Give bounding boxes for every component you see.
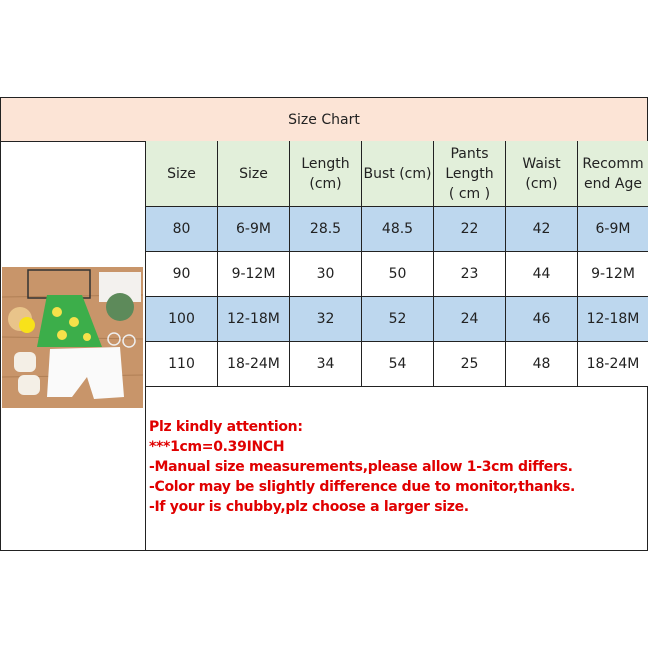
table-cell: 52	[362, 297, 434, 341]
header-waist: Waist (cm)	[506, 141, 578, 206]
table-cell: 42	[506, 207, 578, 251]
table-cell: 48	[506, 342, 578, 386]
header-size: Size	[146, 141, 218, 206]
table-row: 80 6-9M 28.5 48.5 22 42 6-9M	[146, 207, 648, 252]
product-photo	[2, 267, 143, 408]
table-cell: 90	[146, 252, 218, 296]
table-cell: 54	[362, 342, 434, 386]
table-cell: 32	[290, 297, 362, 341]
table-cell: 110	[146, 342, 218, 386]
table-cell: 18-24M	[586, 356, 640, 372]
table-cell: 34	[290, 342, 362, 386]
table-cell: 6-9M	[218, 207, 290, 251]
table-cell: 28.5	[290, 207, 362, 251]
chart-title: Size Chart	[1, 98, 647, 142]
table-cell: 30	[290, 252, 362, 296]
size-chart: Size Chart Size Size Length (cm) Bust (c…	[0, 97, 648, 551]
table-cell: 44	[506, 252, 578, 296]
note-heading: Plz kindly attention:	[149, 419, 303, 435]
header-length: Length (cm)	[290, 141, 362, 206]
table-cell: 6-9M	[595, 221, 631, 237]
note-line: ***1cm=0.39INCH	[149, 439, 285, 455]
table-cell: 22	[434, 207, 506, 251]
table-header-row: Size Size Length (cm) Bust (cm) Pants Le…	[146, 141, 648, 207]
table-cell: 80	[146, 207, 218, 251]
table-row: 100 12-18M 32 52 24 46 12-18M	[146, 297, 648, 342]
table-cell: 46	[506, 297, 578, 341]
table-cell: 100	[146, 297, 218, 341]
table-cell: 9-12M	[591, 266, 635, 282]
table-cell: 25	[434, 342, 506, 386]
table-cell: 50	[362, 252, 434, 296]
table-cell: 12-18M	[218, 297, 290, 341]
note-line: -Color may be slightly difference due to…	[149, 479, 576, 495]
table-row: 90 9-12M 30 50 23 44 9-12M	[146, 252, 648, 297]
table-cell: 9-12M	[218, 252, 290, 296]
table-cell: 24	[434, 297, 506, 341]
table-cell: 48.5	[362, 207, 434, 251]
header-pants-length: Pants Length ( cm )	[434, 141, 506, 206]
table-cell: 23	[434, 252, 506, 296]
table-row: 110 18-24M 34 54 25 48 18-24M	[146, 342, 648, 387]
note-line: -Manual size measurements,please allow 1…	[149, 459, 573, 475]
table-cell: 12-18M	[586, 311, 640, 327]
header-bust: Bust (cm)	[362, 141, 434, 206]
note-line: -If your is chubby,plz choose a larger s…	[149, 499, 469, 515]
table-cell: 18-24M	[218, 342, 290, 386]
notes-section: Plz kindly attention: ***1cm=0.39INCH -M…	[145, 387, 647, 550]
header-size-age: Size	[218, 141, 290, 206]
size-table: Size Size Length (cm) Bust (cm) Pants Le…	[145, 141, 648, 387]
header-recommend-age: Recomm end Age	[582, 155, 644, 192]
